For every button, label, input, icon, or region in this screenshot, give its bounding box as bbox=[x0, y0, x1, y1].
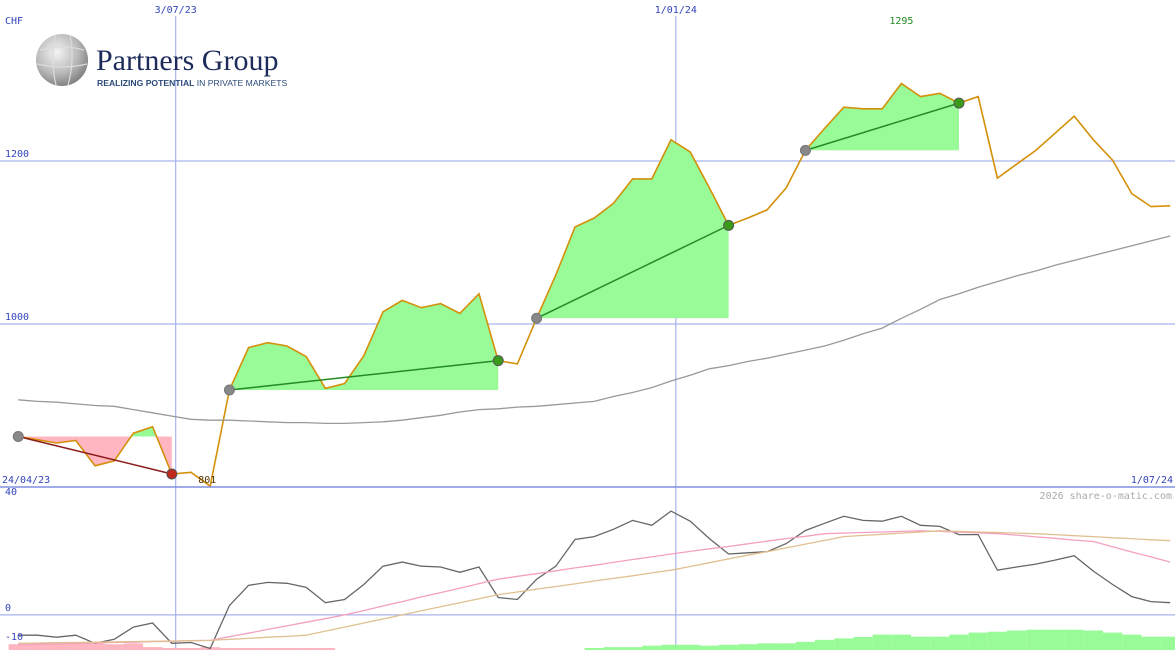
logo-globe bbox=[36, 34, 88, 86]
histogram-bar bbox=[757, 643, 777, 650]
histogram-bar bbox=[143, 647, 163, 650]
signal-line bbox=[229, 359, 499, 391]
histogram-bar bbox=[603, 647, 624, 650]
signal-fill bbox=[229, 293, 499, 391]
histogram-bar bbox=[1103, 632, 1123, 650]
signal-fill bbox=[536, 139, 729, 319]
signal-line bbox=[805, 102, 960, 152]
histogram-bar bbox=[1083, 630, 1104, 650]
series-line bbox=[18, 530, 1171, 644]
histogram-bar bbox=[623, 647, 643, 650]
histogram-bar bbox=[1064, 629, 1084, 650]
histogram-bar bbox=[680, 644, 700, 650]
y-tick-label: 40 bbox=[5, 487, 17, 498]
histogram-bar bbox=[1141, 636, 1161, 650]
histogram-bar bbox=[1160, 636, 1175, 650]
histogram-bar bbox=[1026, 629, 1046, 650]
signal-start-dot bbox=[531, 312, 543, 324]
signal-start-dot bbox=[799, 144, 811, 156]
histogram-bar bbox=[968, 632, 988, 650]
logo: Partners Group REALIZING POTENTIAL IN PR… bbox=[36, 34, 287, 88]
histogram-bar bbox=[104, 644, 124, 650]
histogram-bar bbox=[296, 647, 316, 650]
histogram-bar bbox=[162, 647, 182, 650]
y-tick-label: 1200 bbox=[5, 149, 29, 160]
histogram-bar bbox=[47, 643, 67, 650]
high-label: 1295 bbox=[889, 16, 913, 27]
histogram-bar bbox=[123, 643, 144, 650]
histogram-bar bbox=[8, 644, 28, 650]
y-tick-label: 0 bbox=[5, 603, 11, 614]
histogram-bar bbox=[699, 645, 720, 650]
histogram-bar bbox=[277, 647, 297, 650]
signal-line bbox=[18, 435, 173, 475]
end-date: 1/07/24 bbox=[1131, 475, 1173, 486]
low-label: 801 bbox=[198, 475, 216, 486]
histogram-bar bbox=[661, 644, 681, 650]
histogram-bar bbox=[258, 647, 278, 650]
histogram-bar bbox=[776, 643, 796, 650]
x-tick-label: 1/01/24 bbox=[655, 5, 697, 16]
y-axis-label: CHF bbox=[5, 16, 23, 27]
logo-tagline-bold: REALIZING POTENTIAL bbox=[97, 78, 194, 88]
signal-line bbox=[536, 224, 729, 319]
histogram-bar bbox=[987, 631, 1008, 650]
histogram-bar bbox=[85, 643, 105, 650]
series-line bbox=[18, 82, 1171, 488]
histogram-bar bbox=[219, 647, 240, 650]
series-line bbox=[18, 510, 1171, 650]
signal-end-dot bbox=[166, 468, 178, 480]
signal-fill bbox=[805, 83, 960, 151]
histogram-bar bbox=[181, 647, 201, 650]
histogram-bar bbox=[949, 634, 969, 650]
histogram-bar bbox=[872, 634, 892, 650]
x-tick-label: 3/07/23 bbox=[155, 5, 197, 16]
histogram-bar bbox=[239, 647, 259, 650]
signal-start-dot bbox=[223, 384, 235, 396]
signal-end-dot bbox=[723, 219, 735, 231]
series-line bbox=[18, 530, 1171, 646]
logo-tagline: REALIZING POTENTIAL IN PRIVATE MARKETS bbox=[97, 78, 287, 88]
histogram-bar bbox=[891, 634, 912, 650]
histogram-bar bbox=[930, 636, 950, 650]
credit: 2026 share-o-matic.com bbox=[1040, 491, 1172, 502]
series-line bbox=[18, 235, 1171, 425]
logo-name: Partners Group bbox=[96, 44, 278, 77]
histogram-bar bbox=[738, 644, 758, 650]
histogram-bar bbox=[27, 644, 48, 650]
histogram-bar bbox=[853, 636, 873, 650]
histogram-bar bbox=[795, 641, 816, 650]
histogram-bar bbox=[1122, 634, 1142, 650]
y-tick-label: -10 bbox=[5, 632, 23, 643]
histogram-bar bbox=[719, 644, 739, 650]
histogram-bar bbox=[642, 645, 662, 650]
y-tick-label: 1000 bbox=[5, 312, 29, 323]
histogram-bar bbox=[1045, 629, 1065, 650]
histogram-bar bbox=[834, 638, 854, 650]
histogram-bar bbox=[911, 636, 931, 650]
histogram-bar bbox=[315, 647, 336, 650]
histogram-bar bbox=[66, 643, 86, 650]
signal-end-dot bbox=[492, 355, 504, 367]
histogram-bar bbox=[815, 639, 835, 650]
signal-start-dot bbox=[12, 430, 24, 442]
logo-tagline-rest: IN PRIVATE MARKETS bbox=[194, 78, 287, 88]
signal-end-dot bbox=[953, 97, 965, 109]
start-date: 24/04/23 bbox=[2, 475, 50, 486]
logo-globe-lines bbox=[36, 34, 88, 86]
histogram-bar bbox=[584, 647, 604, 650]
histogram-bar bbox=[1007, 630, 1027, 650]
